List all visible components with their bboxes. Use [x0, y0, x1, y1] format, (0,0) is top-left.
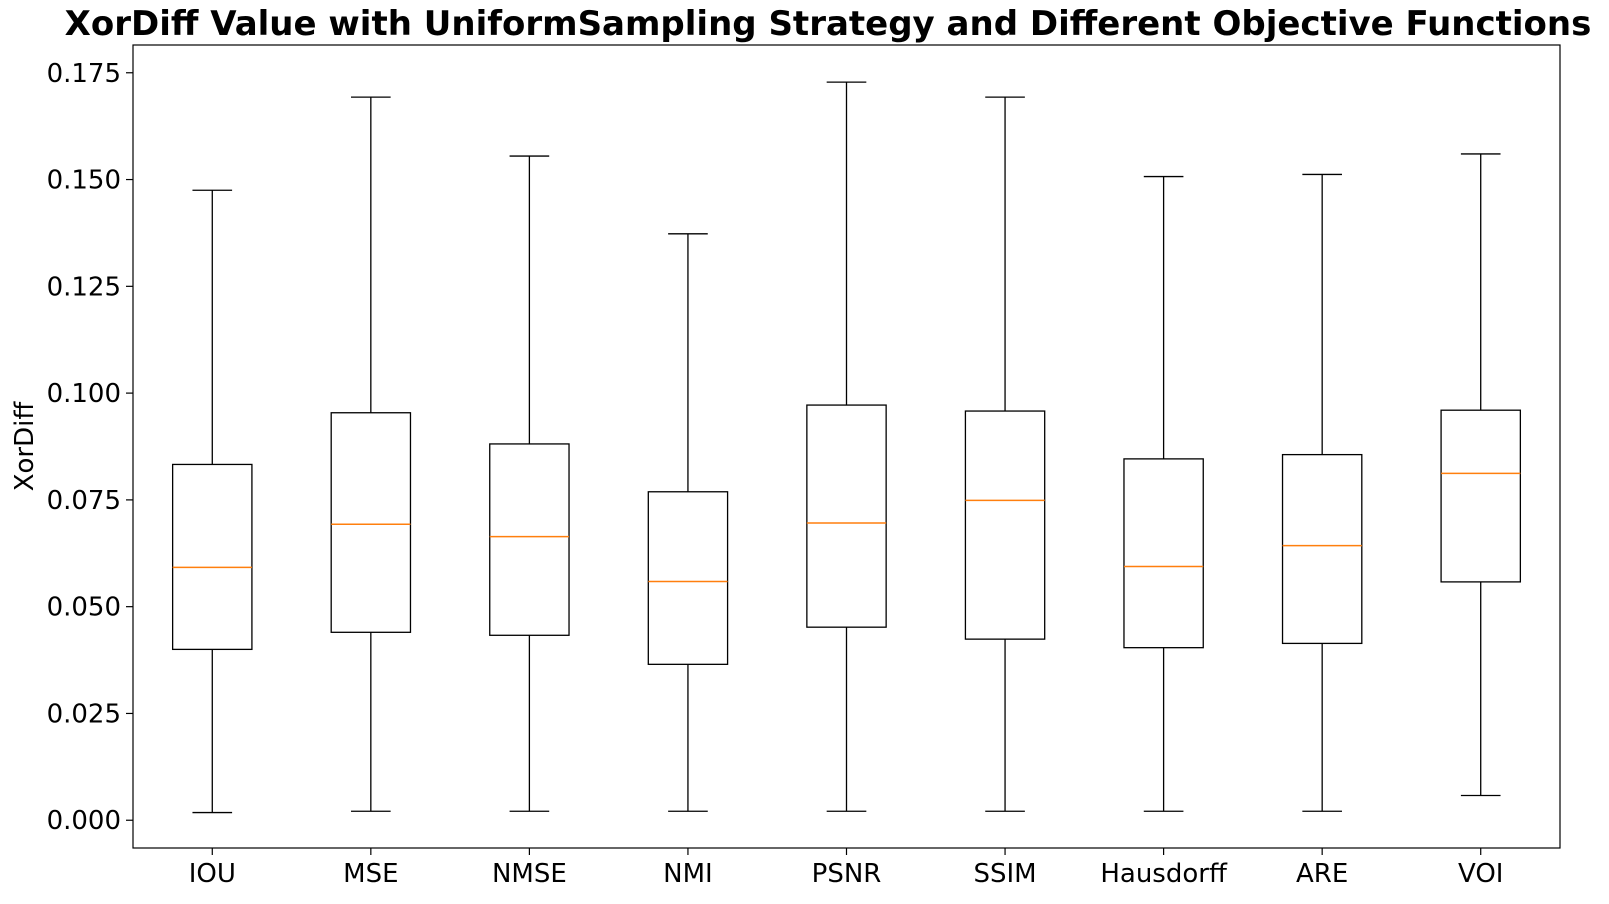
y-tick-label: 0.100: [47, 379, 121, 409]
y-tick-label: 0.125: [47, 272, 121, 302]
box-nmse: [489, 155, 570, 812]
plot-frame: [132, 44, 1561, 849]
x-tick-label: IOU: [189, 859, 236, 889]
iqr-box: [1123, 458, 1204, 649]
y-axis-label: XorDiff: [10, 401, 40, 492]
iqr-box: [1440, 409, 1522, 583]
box-mse: [330, 96, 412, 812]
x-tick-label: NMI: [663, 859, 713, 889]
iqr-box: [806, 404, 887, 628]
x-tick-label: SSIM: [974, 859, 1037, 889]
box-nmi: [647, 233, 729, 812]
iqr-box: [330, 412, 412, 633]
box-psnr: [806, 81, 887, 812]
y-tick-label: 0.175: [47, 59, 121, 89]
x-tick-label: MSE: [343, 859, 398, 889]
y-tick-label: 0.075: [47, 486, 121, 516]
box-ssim: [964, 96, 1046, 812]
y-tick-label: 0.150: [47, 166, 121, 196]
y-tick-label: 0.050: [47, 593, 121, 623]
box-hausdorff: [1123, 175, 1204, 812]
y-tick-label: 0.025: [47, 699, 121, 729]
iqr-box: [647, 491, 729, 665]
plot-area: 0.000 0.025 0.050 0.075 0.100 0.125 0.150 0.175…: [47, 59, 1522, 889]
box-are: [1281, 173, 1363, 812]
x-tick-label: PSNR: [812, 859, 882, 889]
x-tick-label: NMSE: [492, 859, 567, 889]
x-tick-label: VOI: [1458, 859, 1503, 889]
x-tick-label: Hausdorff: [1100, 859, 1228, 889]
iqr-box: [171, 463, 253, 651]
iqr-box: [489, 443, 570, 636]
box-voi: [1440, 153, 1522, 797]
chart-title: XorDiff Value with UniformSampling Strat…: [65, 4, 1592, 44]
x-tick-label: ARE: [1296, 859, 1348, 889]
iqr-box: [964, 410, 1046, 640]
iqr-box: [1281, 453, 1363, 645]
box-iou: [171, 189, 253, 814]
y-tick-label: 0.000: [47, 806, 121, 836]
